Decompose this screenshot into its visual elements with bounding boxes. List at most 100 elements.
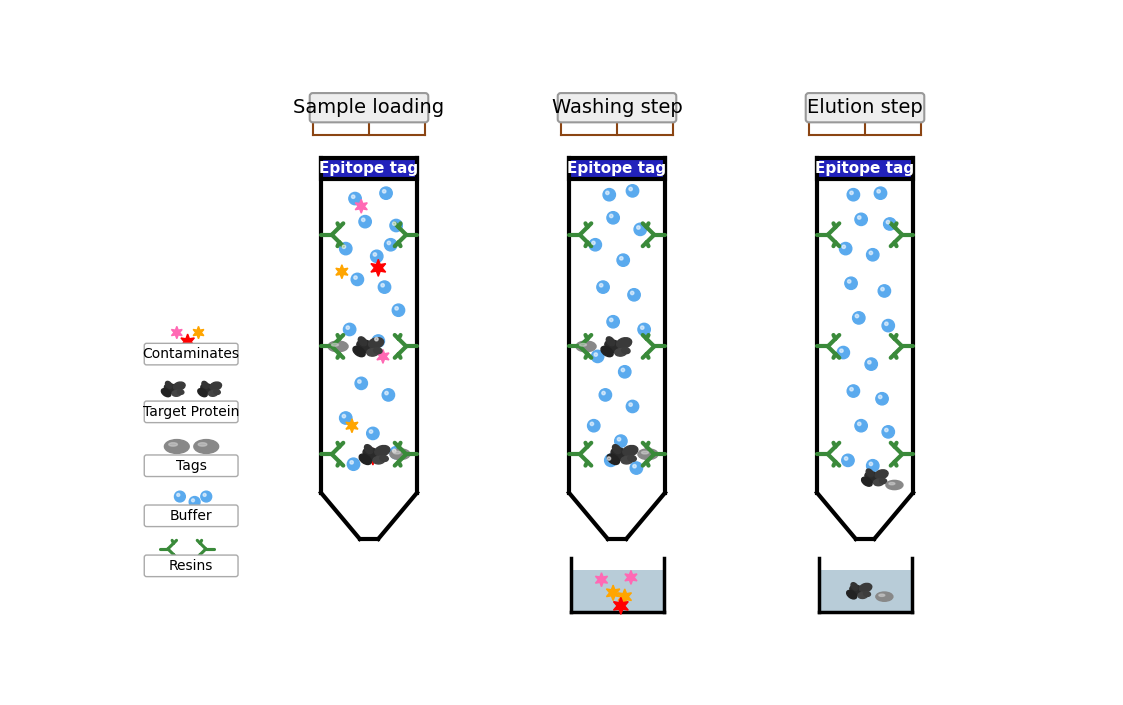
Circle shape xyxy=(592,350,604,362)
Circle shape xyxy=(378,281,391,293)
Circle shape xyxy=(638,324,650,336)
Circle shape xyxy=(617,254,629,266)
Circle shape xyxy=(640,326,643,329)
Circle shape xyxy=(850,191,853,195)
FancyBboxPatch shape xyxy=(144,505,238,527)
Ellipse shape xyxy=(164,440,189,453)
Circle shape xyxy=(390,219,402,232)
Circle shape xyxy=(349,192,362,204)
Ellipse shape xyxy=(213,390,220,394)
Circle shape xyxy=(369,430,373,434)
Circle shape xyxy=(592,241,595,245)
Ellipse shape xyxy=(202,381,209,388)
Circle shape xyxy=(880,288,884,291)
Ellipse shape xyxy=(194,440,219,453)
Circle shape xyxy=(878,285,891,297)
Circle shape xyxy=(393,222,396,226)
Polygon shape xyxy=(569,158,665,539)
Text: Tags: Tags xyxy=(175,459,207,473)
Circle shape xyxy=(876,393,888,405)
Circle shape xyxy=(354,276,357,279)
Circle shape xyxy=(594,352,597,356)
Circle shape xyxy=(882,426,894,438)
Ellipse shape xyxy=(390,449,410,460)
Ellipse shape xyxy=(358,337,367,345)
Circle shape xyxy=(350,460,354,464)
Bar xyxy=(569,158,665,179)
Polygon shape xyxy=(371,259,385,276)
Circle shape xyxy=(596,281,610,293)
Circle shape xyxy=(339,412,351,424)
Circle shape xyxy=(371,250,383,262)
Circle shape xyxy=(842,245,846,248)
Ellipse shape xyxy=(579,343,586,346)
Ellipse shape xyxy=(874,479,884,486)
Circle shape xyxy=(634,223,647,235)
Circle shape xyxy=(620,257,623,260)
Circle shape xyxy=(383,190,386,193)
Ellipse shape xyxy=(865,472,880,483)
Ellipse shape xyxy=(628,455,637,462)
Circle shape xyxy=(630,291,633,295)
Circle shape xyxy=(850,388,853,391)
Bar xyxy=(321,158,417,179)
Circle shape xyxy=(628,288,640,301)
Circle shape xyxy=(591,422,594,426)
Text: Epitope tag: Epitope tag xyxy=(319,161,419,176)
Circle shape xyxy=(381,283,384,287)
Circle shape xyxy=(393,449,396,453)
Ellipse shape xyxy=(622,348,630,354)
Polygon shape xyxy=(377,350,389,363)
Ellipse shape xyxy=(879,594,885,596)
Circle shape xyxy=(174,491,185,502)
Circle shape xyxy=(605,191,609,195)
Circle shape xyxy=(372,335,384,347)
Text: Contaminates: Contaminates xyxy=(143,347,239,361)
Circle shape xyxy=(869,462,873,465)
Polygon shape xyxy=(613,597,628,614)
Circle shape xyxy=(606,212,619,224)
Text: Epitope tag: Epitope tag xyxy=(815,161,914,176)
Circle shape xyxy=(387,241,391,245)
Circle shape xyxy=(610,214,613,218)
Circle shape xyxy=(618,438,621,441)
Circle shape xyxy=(884,218,896,230)
Ellipse shape xyxy=(866,469,874,477)
Polygon shape xyxy=(346,419,358,433)
Ellipse shape xyxy=(357,340,375,352)
Text: Resins: Resins xyxy=(168,559,213,573)
Ellipse shape xyxy=(162,388,171,397)
Circle shape xyxy=(844,277,857,290)
Circle shape xyxy=(839,243,852,255)
Bar xyxy=(819,570,912,612)
Ellipse shape xyxy=(638,449,658,460)
Ellipse shape xyxy=(879,479,887,484)
Circle shape xyxy=(604,454,617,467)
Text: Epitope tag: Epitope tag xyxy=(567,161,667,176)
Ellipse shape xyxy=(201,384,214,393)
Circle shape xyxy=(867,249,879,261)
Ellipse shape xyxy=(168,443,177,446)
Ellipse shape xyxy=(621,456,633,464)
Ellipse shape xyxy=(393,451,401,454)
Ellipse shape xyxy=(375,446,390,456)
Circle shape xyxy=(343,415,346,418)
Circle shape xyxy=(852,312,865,324)
Circle shape xyxy=(619,366,631,378)
Ellipse shape xyxy=(209,391,218,396)
Ellipse shape xyxy=(373,456,385,464)
Circle shape xyxy=(395,307,399,310)
Circle shape xyxy=(339,243,351,255)
Circle shape xyxy=(344,324,356,336)
Circle shape xyxy=(847,188,859,201)
Ellipse shape xyxy=(611,448,629,460)
Ellipse shape xyxy=(368,338,384,348)
Ellipse shape xyxy=(576,341,596,352)
Polygon shape xyxy=(365,448,381,465)
Circle shape xyxy=(632,465,637,468)
Circle shape xyxy=(351,274,364,286)
Circle shape xyxy=(362,218,365,221)
Circle shape xyxy=(875,187,887,200)
Circle shape xyxy=(201,491,211,502)
Circle shape xyxy=(627,400,639,412)
